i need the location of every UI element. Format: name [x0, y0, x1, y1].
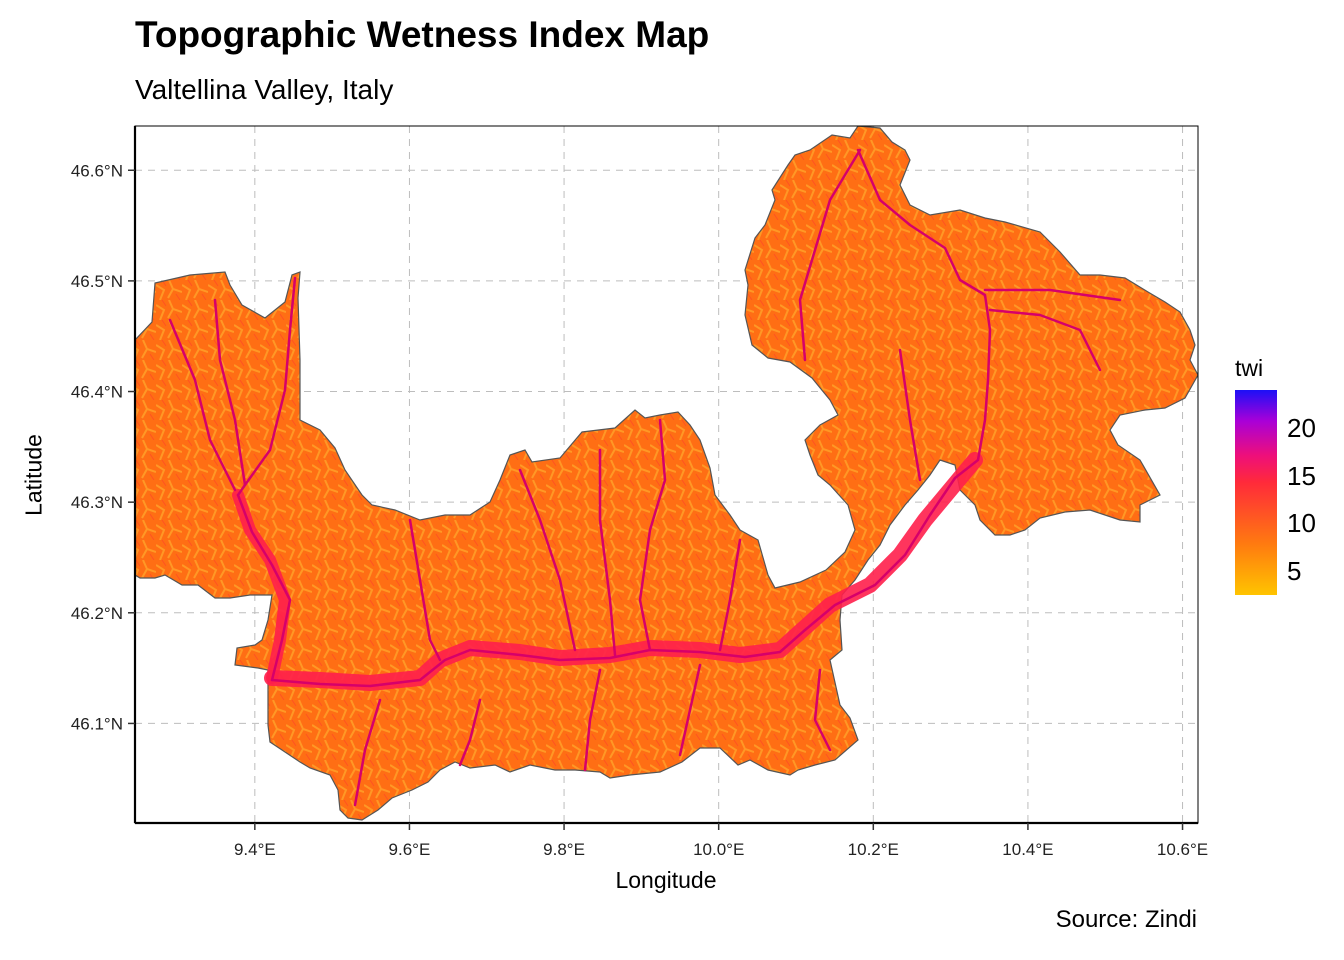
y-axis-label: Latitude	[20, 434, 47, 516]
y-tick-label: 46.4°N	[71, 383, 123, 402]
legend-tick-label: 20	[1287, 413, 1316, 444]
y-tick-label: 46.6°N	[71, 161, 123, 180]
tributary	[168, 318, 237, 492]
x-tick-label: 9.6°E	[389, 840, 431, 859]
legend-title: twi	[1235, 355, 1264, 381]
plot-frame	[134, 125, 1199, 824]
tributary	[458, 698, 482, 767]
tributary	[678, 663, 702, 757]
tributary	[518, 468, 577, 652]
legend-tick-label: 15	[1287, 460, 1316, 491]
x-tick-label: 9.4°E	[234, 840, 276, 859]
x-axis: 9.4°E 9.6°E 9.8°E 10.0°E 10.2°E 10.4°E 10.6°E	[234, 823, 1208, 859]
tributary	[983, 288, 1122, 302]
tributary	[813, 668, 832, 752]
y-tick-label: 46.5°N	[71, 272, 123, 291]
tributary	[213, 298, 247, 487]
main-river	[270, 148, 992, 688]
tributary	[583, 668, 602, 772]
north-west-river	[236, 276, 297, 497]
legend-colorbar	[1235, 390, 1277, 595]
map-title: Topographic Wetness Index Map	[135, 14, 710, 55]
tributary	[598, 448, 617, 657]
valtellina-region	[135, 126, 1198, 821]
map-subtitle: Valtellina Valley, Italy	[135, 74, 394, 105]
tributary	[408, 518, 442, 662]
y-tick-label: 46.2°N	[71, 604, 123, 623]
tributary	[988, 308, 1102, 372]
x-tick-label: 10.0°E	[693, 840, 744, 859]
tributary	[718, 538, 742, 652]
legend-tick-label: 10	[1287, 508, 1316, 539]
tributary	[798, 148, 862, 362]
y-tick-label: 46.3°N	[71, 493, 123, 512]
tributary	[353, 698, 382, 807]
y-tick-label: 46.1°N	[71, 714, 123, 733]
tributary	[898, 348, 922, 482]
source-caption: Source: Zindi	[1055, 906, 1197, 933]
x-tick-label: 9.8°E	[543, 840, 585, 859]
y-axis: 46.1°N 46.2°N 46.3°N 46.4°N 46.5°N 46.6°N	[71, 161, 135, 733]
legend-tick-label: 5	[1287, 556, 1302, 587]
x-tick-label: 10.4°E	[1002, 840, 1053, 859]
river-network	[168, 148, 1122, 807]
x-axis-label: Longitude	[615, 867, 717, 893]
x-tick-label: 10.2°E	[848, 840, 899, 859]
tributary	[638, 418, 667, 652]
x-tick-label: 10.6°E	[1157, 840, 1208, 859]
west-river	[236, 493, 292, 682]
region-layer	[135, 126, 1198, 821]
valley-floor	[264, 452, 983, 691]
